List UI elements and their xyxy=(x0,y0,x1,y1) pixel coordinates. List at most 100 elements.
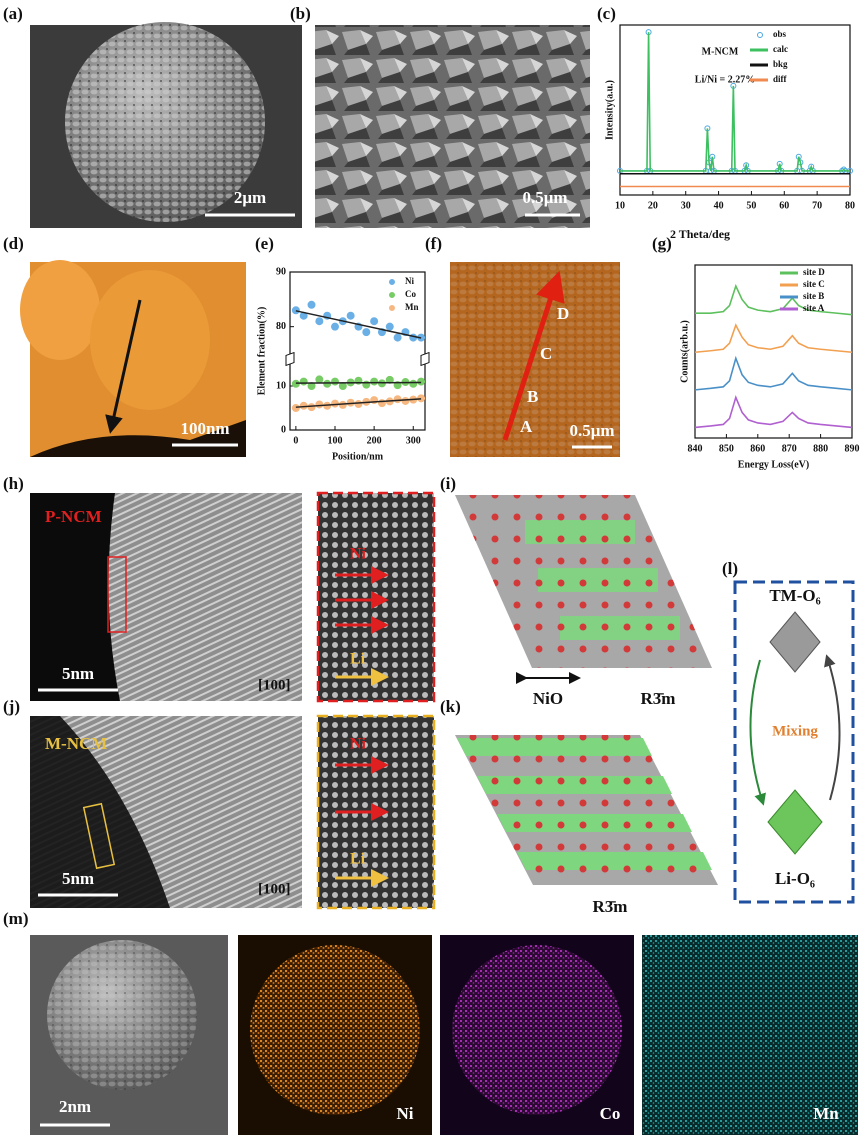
fit-line xyxy=(295,381,422,384)
data-point xyxy=(417,377,426,386)
data-point xyxy=(323,379,332,388)
data-point xyxy=(331,399,339,408)
x-tick-label: 300 xyxy=(406,435,421,446)
point-label: D xyxy=(557,304,569,323)
data-line xyxy=(620,32,850,172)
legend-marker xyxy=(389,305,395,311)
inset-border xyxy=(316,491,436,703)
scale-label: 0.5μm xyxy=(569,421,614,440)
octahedron xyxy=(767,789,823,855)
zone-axis: [100] xyxy=(258,677,291,693)
data-point xyxy=(385,322,394,331)
data-point xyxy=(840,166,847,173)
atom-label: Ni xyxy=(350,546,367,563)
oxygen-atoms xyxy=(455,735,718,885)
line-scan xyxy=(502,270,565,441)
data-point xyxy=(331,377,339,386)
vacuum xyxy=(30,716,170,908)
panel-label: (h) xyxy=(3,474,24,493)
eds-map xyxy=(642,935,858,1135)
scheme-box xyxy=(733,580,855,904)
vacuum xyxy=(30,493,120,701)
plot-frame xyxy=(289,271,426,431)
data-point xyxy=(370,377,379,386)
x-tick-label: 840 xyxy=(688,443,703,454)
scale-label: 2nm xyxy=(59,1097,91,1116)
panel-label: (d) xyxy=(3,234,24,253)
panel-label: (m) xyxy=(3,909,28,928)
data-point xyxy=(370,317,379,326)
inset-border xyxy=(316,714,436,910)
map-label: Ni xyxy=(397,1104,414,1123)
x-axis-label: 2 Theta/deg xyxy=(670,227,730,241)
data-point xyxy=(362,328,371,337)
roi-box xyxy=(107,556,127,633)
y-tick-label: 10 xyxy=(276,380,286,391)
point-label: A xyxy=(520,417,533,436)
x-tick-label: 60 xyxy=(779,200,789,211)
data-point xyxy=(307,300,316,309)
x-axis-label: Position/nm xyxy=(332,451,384,462)
fit-line xyxy=(295,398,422,408)
point-label: C xyxy=(540,344,552,363)
phase-label: R3̄m xyxy=(593,897,628,916)
legend-label: site D xyxy=(803,267,825,277)
x-tick-label: 80 xyxy=(845,200,855,211)
x-tick-label: 880 xyxy=(813,443,828,454)
substrate xyxy=(30,420,246,457)
data-point xyxy=(393,333,402,342)
eds-signal xyxy=(250,945,420,1115)
roi-box xyxy=(82,802,116,870)
x-tick-label: 850 xyxy=(719,443,734,454)
y-tick-label: 80 xyxy=(276,321,286,332)
legend-label: Mn xyxy=(405,302,419,312)
x-tick-label: 0 xyxy=(293,435,298,446)
phase-label: R3̄m xyxy=(641,689,676,708)
panel-label: (b) xyxy=(290,4,311,23)
legend-marker xyxy=(389,292,395,298)
legend-label: obs xyxy=(773,29,787,39)
chart-title: M-NCM xyxy=(702,46,739,57)
y-axis-label: Intensity(a.u.) xyxy=(604,80,615,140)
eds-signal xyxy=(452,945,622,1115)
atom-label: Li xyxy=(350,651,366,668)
legend-label: bkg xyxy=(773,59,788,69)
map-label: Co xyxy=(600,1104,621,1123)
scale-label: 0.5μm xyxy=(522,188,567,207)
inset-image xyxy=(318,493,434,701)
panel-label: (k) xyxy=(440,697,461,716)
data-point xyxy=(307,403,316,412)
data-point xyxy=(315,400,324,409)
data-point xyxy=(354,400,363,409)
panel-label: (g) xyxy=(652,234,672,253)
data-point xyxy=(393,395,402,404)
scale-label: 5nm xyxy=(62,869,94,888)
axis-break xyxy=(285,351,295,367)
legend-label: site B xyxy=(803,291,824,301)
panel-label: (c) xyxy=(597,4,616,23)
x-tick-label: 100 xyxy=(328,435,343,446)
x-tick-label: 20 xyxy=(648,200,658,211)
zone-axis: [100] xyxy=(258,881,291,897)
legend-label: calc xyxy=(773,44,788,54)
arrow xyxy=(749,659,766,806)
data-point xyxy=(291,306,300,315)
x-tick-label: 70 xyxy=(812,200,822,211)
x-tick-label: 50 xyxy=(746,200,756,211)
data-point xyxy=(315,375,324,384)
legend-marker xyxy=(757,32,763,38)
x-tick-label: 30 xyxy=(681,200,691,211)
legend-label: diff xyxy=(773,74,788,84)
data-line xyxy=(695,283,853,316)
map-label: Mn xyxy=(813,1104,839,1123)
panel-label: (f) xyxy=(425,234,442,253)
y-tick-label: 90 xyxy=(276,266,286,277)
point-label: B xyxy=(527,387,538,406)
sample-label: M-NCM xyxy=(45,734,107,753)
arrow xyxy=(105,299,142,434)
plot-frame xyxy=(619,24,851,196)
legend-label: site C xyxy=(803,279,825,289)
legend-label: site A xyxy=(803,303,825,313)
data-line xyxy=(694,323,853,354)
atom-label: Ni xyxy=(350,736,367,753)
